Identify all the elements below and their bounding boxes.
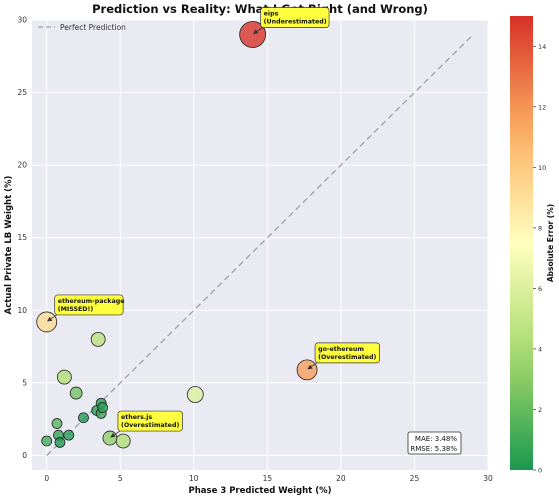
colorbar-label: Absolute Error (%) [546, 204, 555, 282]
annotation-text: ethereum-package [58, 298, 125, 305]
colorbar-tick-label: 0 [538, 467, 542, 475]
annotation-box [314, 342, 380, 364]
annotation-arrow [110, 430, 121, 438]
colorbar-ticks: 0 2 4 6 8 10 12 14 [533, 43, 546, 475]
annotation-text: go-ethereum [318, 346, 364, 353]
annotation: ethers.js(Overestimated) [110, 410, 183, 438]
data-point [239, 21, 267, 48]
chart-title: Prediction vs Reality: What I Got Right … [92, 2, 428, 16]
annotation-box [260, 7, 330, 28]
data-point [41, 435, 53, 447]
data-point [51, 418, 63, 429]
y-tick-label: 0 [22, 451, 27, 460]
annotation-text: (Underestimated) [264, 19, 327, 26]
legend: Perfect Prediction [38, 23, 126, 32]
colorbar-tick-label: 10 [538, 164, 546, 172]
x-axis-ticks: 0 5 10 15 20 25 30 [44, 474, 493, 483]
colorbar-tick-label: 6 [538, 285, 542, 293]
annotation-text: (MISSED!) [58, 306, 94, 313]
annotation-text: (Overestimated) [318, 354, 376, 361]
y-tick-label: 25 [17, 88, 27, 97]
annotation-box [117, 410, 183, 432]
data-point [69, 386, 83, 400]
annotation-text: (Overestimated) [121, 422, 179, 429]
colorbar-tick-label: 14 [538, 43, 546, 51]
x-tick-label: 10 [189, 474, 199, 483]
stats-box: MAE: 3.48% RMSE: 5.38% [407, 431, 462, 455]
data-point [115, 433, 131, 449]
data-point [78, 412, 89, 424]
legend-label: Perfect Prediction [60, 23, 126, 32]
colorbar-gradient [510, 16, 533, 470]
colorbar-tick-label: 4 [538, 345, 542, 353]
annotation-arrow [47, 314, 57, 322]
stats-box-frame [407, 431, 462, 455]
x-tick-label: 0 [44, 474, 49, 483]
y-tick-label: 5 [22, 378, 27, 387]
data-point [56, 369, 72, 385]
data-point [54, 437, 66, 448]
rmse-label: RMSE: 5.38% [410, 445, 457, 453]
mae-label: MAE: 3.48% [415, 435, 457, 443]
annotations: eips(Underestimated)go-ethereum(Overesti… [47, 7, 380, 438]
x-tick-label: 5 [118, 474, 123, 483]
y-tick-label: 30 [17, 16, 27, 25]
colorbar-tick-label: 12 [538, 103, 546, 111]
colorbar: 0 2 4 6 8 10 12 14 Absolute Error (%) [510, 16, 555, 475]
data-point [63, 429, 75, 441]
data-points [36, 21, 318, 449]
grid-lines [32, 19, 489, 470]
data-point [90, 331, 106, 347]
annotation: go-ethereum(Overestimated) [307, 342, 380, 370]
annotation: ethereum-package(MISSED!) [47, 294, 125, 322]
annotation-arrow [307, 362, 318, 370]
annotation-arrow [252, 27, 263, 34]
data-point [102, 430, 118, 446]
x-tick-label: 25 [410, 474, 420, 483]
y-axis-ticks: 0 5 10 15 20 25 30 [17, 16, 27, 460]
annotation-box [54, 294, 124, 316]
x-tick-label: 20 [336, 474, 346, 483]
data-point [186, 386, 204, 403]
data-point [36, 311, 58, 333]
data-point [296, 359, 318, 381]
y-tick-label: 15 [17, 233, 27, 242]
x-tick-label: 15 [263, 474, 273, 483]
annotation-text: ethers.js [121, 414, 152, 421]
data-point [97, 402, 109, 413]
annotation-text: eips [264, 11, 279, 18]
y-tick-label: 10 [17, 306, 27, 315]
colorbar-tick-label: 2 [538, 406, 542, 414]
y-axis-label: Actual Private LB Weight (%) [4, 175, 14, 314]
annotation: eips(Underestimated) [252, 7, 330, 34]
colorbar-tick-label: 8 [538, 224, 542, 232]
x-axis-label: Phase 3 Predicted Weight (%) [189, 486, 332, 496]
x-tick-label: 30 [483, 474, 493, 483]
y-tick-label: 20 [17, 161, 27, 170]
